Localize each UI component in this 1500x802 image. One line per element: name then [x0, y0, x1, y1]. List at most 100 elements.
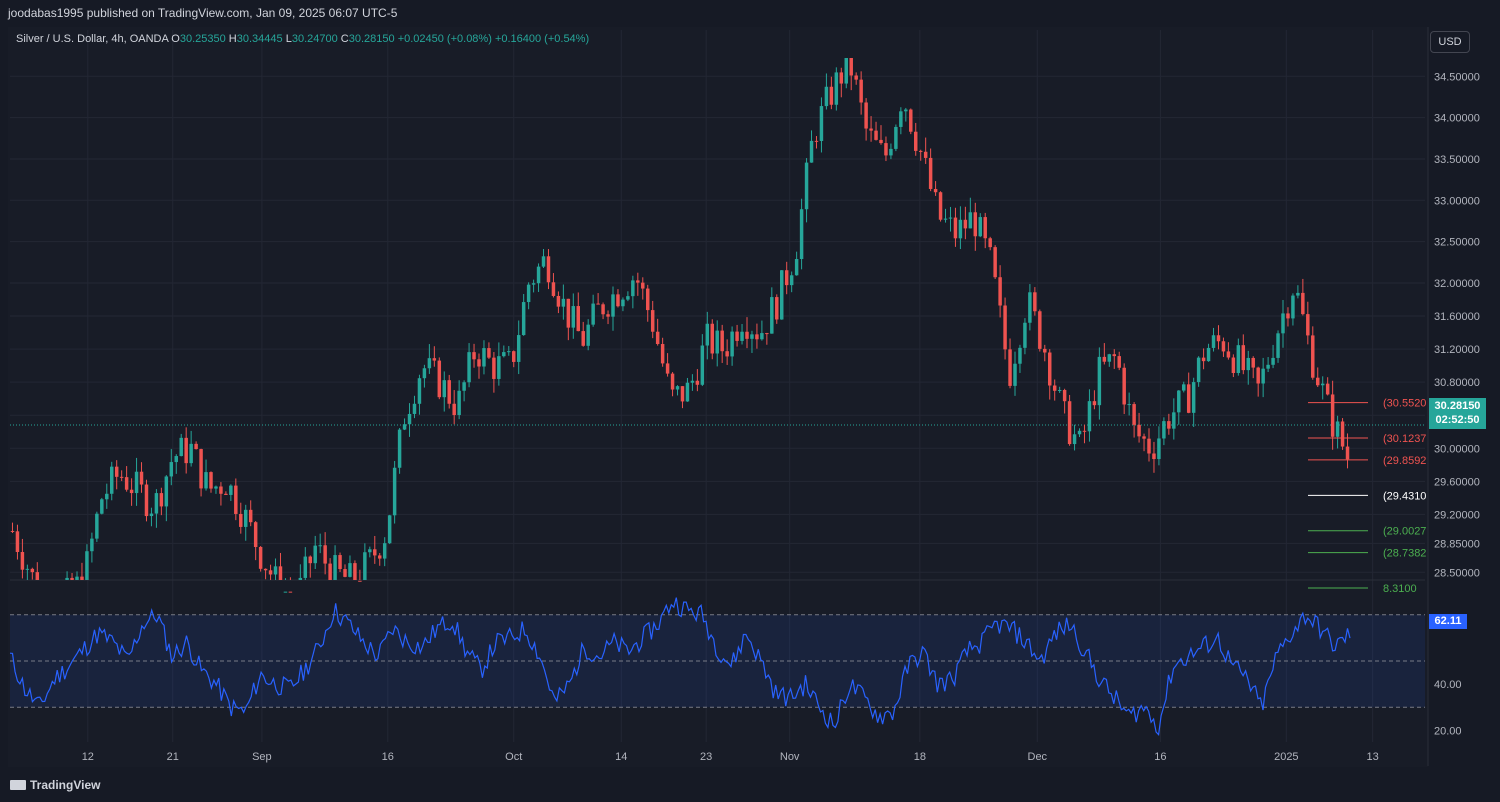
candle-body — [512, 351, 516, 362]
chart-area[interactable] — [8, 27, 1428, 767]
candle-body — [1067, 401, 1072, 445]
candle-body — [720, 330, 724, 352]
candle-body — [154, 493, 159, 514]
time-tick-label: 21 — [167, 751, 179, 763]
candle-body — [100, 499, 104, 514]
candle-body — [462, 382, 466, 391]
candle-body — [323, 545, 327, 564]
time-tick-label: Dec — [1028, 751, 1048, 763]
candle-body — [144, 484, 149, 517]
candle-body — [526, 284, 531, 303]
brand-name: TradingView — [30, 778, 101, 792]
candle-body — [973, 212, 978, 237]
candle-body — [1043, 348, 1047, 353]
candle-body — [606, 314, 610, 317]
candle-body — [402, 424, 407, 430]
fib-level-label: (29.8592 — [1383, 455, 1426, 467]
candle-body — [1301, 292, 1305, 315]
candle-body — [139, 471, 144, 485]
candle-body — [353, 563, 357, 580]
candle-body — [938, 192, 943, 220]
price-tick-label: 33.00000 — [1434, 195, 1480, 207]
time-tick-label: Nov — [780, 751, 800, 763]
candle-body — [472, 352, 476, 360]
candle-body — [1087, 401, 1092, 432]
close-value: 30.28150 — [348, 33, 395, 45]
candle-body — [75, 576, 79, 580]
candle-body — [1286, 313, 1290, 319]
candle-body — [566, 298, 571, 328]
candle-body — [909, 109, 913, 132]
candle-body — [735, 331, 739, 341]
candle-body — [85, 551, 89, 580]
currency-button[interactable]: USD — [1430, 31, 1470, 53]
candle-body — [1107, 354, 1112, 362]
candle-body — [427, 358, 432, 369]
candle-body — [149, 513, 154, 517]
candle-body — [596, 303, 600, 305]
candle-body — [561, 298, 566, 307]
candle-body — [745, 331, 749, 339]
high-value: 30.34445 — [236, 33, 283, 45]
candle-body — [1003, 305, 1007, 350]
candle-body — [15, 531, 20, 553]
candle-body — [387, 515, 392, 544]
fib-level-label: (29.4310 — [1383, 490, 1426, 502]
candle-body — [740, 331, 744, 341]
candle-body — [809, 140, 814, 163]
candle-body — [670, 373, 675, 390]
candle-body — [1261, 368, 1265, 384]
candle-body — [591, 303, 595, 325]
candle-body — [363, 552, 367, 580]
time-tick-label: 12 — [82, 751, 94, 763]
time-tick-label: 18 — [914, 751, 926, 763]
candle-body — [20, 552, 25, 570]
candle-body — [794, 259, 799, 276]
candle-body — [641, 282, 645, 289]
candle-body — [1048, 352, 1052, 386]
time-tick-label: 13 — [1367, 751, 1379, 763]
candle-body — [943, 218, 948, 220]
time-tick-label: 2025 — [1274, 751, 1298, 763]
candle-body — [660, 344, 665, 364]
candle-body — [1122, 367, 1126, 405]
candle-body — [576, 306, 580, 332]
price-tick-label: 32.00000 — [1434, 278, 1480, 290]
price-tick-label: 32.50000 — [1434, 237, 1480, 249]
candle-body — [1102, 356, 1107, 362]
tradingview-brand[interactable]: TradingView — [10, 778, 100, 792]
candle-body — [958, 219, 963, 239]
candle-body — [442, 380, 446, 398]
change-value: +0.02450 (+0.08%) — [397, 33, 492, 45]
candle-body — [531, 283, 536, 285]
price-tick-label: 33.50000 — [1434, 154, 1480, 166]
candle-body — [378, 555, 382, 559]
candle-body — [348, 563, 352, 577]
time-tick-label: 14 — [615, 751, 627, 763]
candle-body — [268, 570, 273, 575]
candle-body — [824, 86, 829, 107]
candle-body — [680, 386, 685, 402]
candle-body — [1092, 401, 1097, 406]
candle-body — [1142, 436, 1146, 439]
candle-body — [229, 485, 233, 495]
candle-body — [1251, 357, 1255, 368]
candle-body — [407, 413, 412, 425]
candle-body — [1117, 356, 1121, 368]
candle-body — [1221, 341, 1226, 352]
candle-body — [1013, 363, 1017, 386]
candle-body — [646, 288, 650, 311]
candle-body — [1167, 421, 1171, 429]
candle-body — [1177, 390, 1181, 413]
candle-body — [432, 358, 437, 361]
candle-body — [928, 157, 933, 189]
candle-body — [849, 58, 853, 76]
candle-body — [889, 148, 893, 156]
candle-body — [70, 577, 74, 580]
last-price: 30.28150 — [1434, 400, 1481, 412]
time-tick-label: 16 — [382, 751, 394, 763]
candles — [10, 58, 1350, 593]
candle-body — [467, 352, 471, 383]
candle-body — [829, 86, 834, 105]
